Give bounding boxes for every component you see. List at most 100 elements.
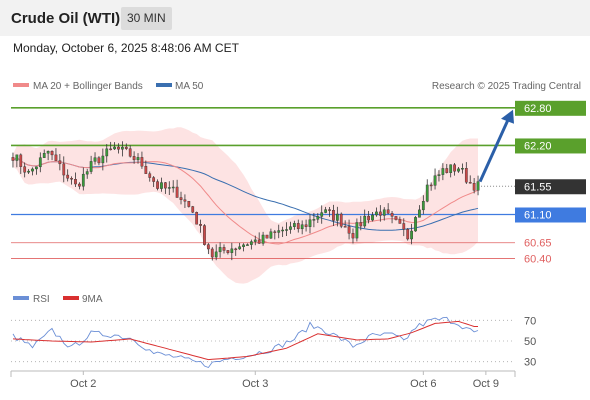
candle-body — [468, 181, 472, 184]
level-tag-62.20 — [515, 138, 586, 154]
candle-body — [206, 244, 210, 250]
candle-body — [187, 201, 191, 207]
candle-body — [461, 168, 464, 170]
candle-body — [277, 230, 281, 233]
candle-body — [351, 233, 355, 239]
candle-body — [406, 229, 410, 240]
candle-body — [332, 210, 335, 221]
candle-body — [472, 183, 476, 191]
candle-body — [371, 214, 374, 221]
candle-body — [386, 209, 390, 214]
x-tick-label: Oct 2 — [70, 378, 96, 390]
x-tick-label: Oct 9 — [473, 378, 499, 390]
candle-body — [23, 166, 27, 173]
candle-body — [410, 230, 413, 240]
candle-body — [269, 231, 273, 239]
candle-body — [433, 175, 437, 186]
price-levels — [11, 107, 515, 259]
candle-body — [445, 168, 449, 173]
candle-body — [249, 241, 253, 245]
candle-body — [78, 183, 81, 187]
candle-body — [265, 234, 269, 239]
ma50-legend-swatch — [156, 83, 172, 87]
candle-body — [347, 226, 351, 234]
rsi-ma-line — [12, 320, 478, 361]
candle-body — [414, 217, 417, 232]
candle-body — [335, 213, 339, 221]
candle-body — [242, 244, 245, 247]
candle-body — [183, 199, 187, 202]
candle-body — [312, 219, 316, 221]
candle-body — [367, 215, 370, 221]
candle-body — [85, 171, 89, 175]
candle-body — [121, 146, 124, 150]
candle-body — [464, 168, 468, 183]
candle-body — [402, 223, 406, 230]
candle-body — [35, 166, 38, 170]
candle-body — [144, 165, 148, 174]
source-credit: Research © 2025 Trading Central — [432, 81, 581, 92]
candle-body — [81, 173, 85, 187]
candle-body — [105, 148, 109, 157]
candle-body — [109, 148, 113, 151]
candle-body — [308, 219, 312, 227]
candle-body — [156, 181, 159, 189]
candle-body — [304, 224, 308, 227]
candle-body — [160, 182, 163, 189]
candle-body — [62, 163, 66, 176]
level-label-60.65: 60.65 — [524, 238, 552, 250]
candle-body — [167, 187, 171, 189]
candle-body — [230, 248, 234, 253]
candle-body — [289, 226, 292, 230]
candle-body — [164, 182, 167, 189]
candles — [11, 141, 480, 261]
bollinger-band — [13, 127, 478, 284]
candle-body — [418, 209, 421, 218]
candle-body — [324, 209, 327, 213]
candle-body — [140, 157, 144, 167]
candle-body — [238, 246, 242, 250]
rsi-panel: 70 50 30 — [11, 315, 536, 369]
candle-body — [191, 206, 195, 213]
candle-body — [453, 164, 456, 172]
candle-body — [89, 161, 93, 172]
candle-body — [285, 229, 288, 231]
candle-body — [246, 244, 249, 246]
candle-body — [15, 154, 19, 161]
timeframe-badge[interactable]: 30 MIN — [121, 7, 172, 30]
candle-body — [179, 197, 183, 200]
rsi-line — [12, 316, 479, 369]
candle-body — [457, 168, 460, 172]
level-tag-61.10 — [515, 207, 586, 223]
candle-body — [74, 178, 77, 185]
level-label-61.10: 61.10 — [524, 209, 552, 221]
candle-body — [378, 211, 382, 216]
rsi-legend-label: RSI — [33, 294, 50, 305]
x-tick-label: Oct 6 — [410, 378, 436, 390]
bollinger-band-area — [13, 127, 478, 284]
candle-body — [42, 153, 46, 158]
candle-body — [394, 216, 398, 220]
forecast-arrow — [478, 109, 514, 183]
candle-body — [363, 215, 367, 227]
candle-body — [281, 229, 285, 232]
candle-body — [253, 239, 257, 242]
candle-body — [316, 216, 320, 220]
candle-body — [429, 184, 433, 187]
level-tag-61.55 — [515, 179, 586, 195]
candle-body — [128, 148, 132, 157]
candle-body — [390, 213, 394, 217]
x-tick-label: Oct 3 — [242, 378, 268, 390]
x-axis-ticks: Oct 2 Oct 3 Oct 6 Oct 9 — [70, 371, 499, 390]
candle-body — [203, 225, 206, 245]
level-label-61.55: 61.55 — [524, 181, 552, 193]
candle-body — [175, 186, 179, 198]
candle-body — [355, 222, 359, 239]
level-label-62.80: 62.80 — [524, 103, 552, 115]
candle-body — [210, 248, 214, 258]
candle-body — [38, 157, 42, 168]
candle-body — [421, 201, 425, 211]
candle-body — [152, 177, 156, 182]
candle-body — [273, 231, 277, 233]
